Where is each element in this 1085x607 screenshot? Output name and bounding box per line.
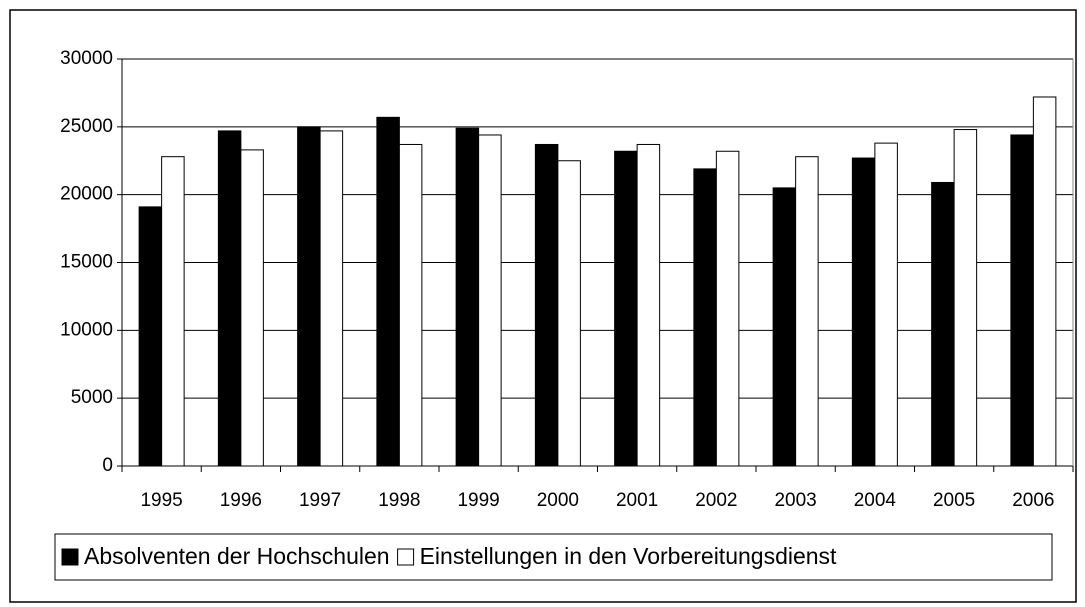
bars — [138, 96, 1057, 467]
bar — [161, 156, 185, 467]
bar — [376, 116, 400, 467]
bar — [319, 130, 344, 467]
legend-label: Einstellungen in den Vorbereitungsdienst — [420, 543, 837, 569]
bar — [636, 143, 661, 467]
bar — [693, 168, 717, 467]
y-tick-label: 30000 — [60, 48, 113, 69]
y-tick-label: 15000 — [60, 252, 113, 273]
bar — [1032, 96, 1057, 467]
axes: 0 5000 10000 15000 20000 25000 30000 1995 1996 19… — [60, 48, 1074, 511]
x-tick-label: 2005 — [933, 490, 975, 511]
y-tick-label: 0 — [102, 455, 113, 476]
x-tick-label: 2001 — [616, 490, 658, 511]
y-tick-label: 10000 — [60, 319, 113, 340]
legend-swatch — [61, 548, 79, 566]
bar — [217, 130, 242, 467]
bar — [772, 187, 797, 467]
bar — [874, 142, 898, 467]
bar — [931, 181, 955, 467]
bar — [715, 150, 740, 467]
x-tick-label: 2003 — [774, 490, 816, 511]
legend-swatch — [397, 548, 415, 566]
y-tick-label: 20000 — [60, 184, 113, 205]
bar — [1010, 134, 1034, 467]
legend: Absolventen der Hochschulen Einstellungen… — [61, 543, 837, 569]
bar — [297, 126, 321, 467]
bar — [795, 156, 819, 467]
x-tick-label: 2006 — [1012, 490, 1054, 511]
x-tick-label: 1996 — [220, 490, 262, 511]
bar — [614, 150, 638, 467]
x-tick-label: 2002 — [695, 490, 737, 511]
x-tick-label: 1995 — [140, 490, 182, 511]
bar — [534, 143, 559, 467]
x-tick-label: 2000 — [537, 490, 579, 511]
legend-box — [54, 533, 1053, 581]
bar — [851, 157, 876, 467]
bar — [398, 143, 423, 467]
bar — [478, 134, 502, 467]
bar — [455, 127, 480, 467]
x-tick-label: 2004 — [854, 490, 897, 511]
bar — [138, 206, 163, 467]
y-tick-label: 25000 — [60, 116, 113, 137]
x-tick-label: 1998 — [378, 490, 420, 511]
bar — [240, 149, 264, 467]
bar — [953, 129, 978, 467]
x-tick-label: 1999 — [457, 490, 499, 511]
x-tick-label: 1997 — [299, 490, 341, 511]
bar — [557, 160, 581, 467]
legend-label: Absolventen der Hochschulen — [84, 543, 390, 569]
y-tick-label: 5000 — [71, 387, 113, 408]
